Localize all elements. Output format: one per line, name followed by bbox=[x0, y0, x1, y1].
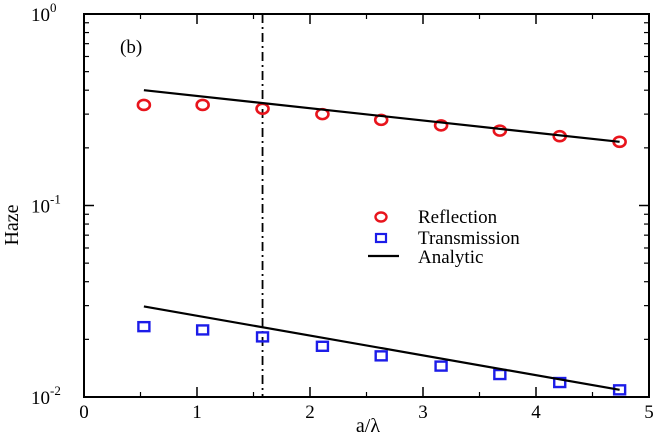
transmission-point bbox=[553, 376, 567, 389]
x-tick-label: 0 bbox=[79, 402, 89, 423]
reflection-point bbox=[492, 124, 508, 137]
transmission-point bbox=[137, 320, 151, 333]
x-tick-label: 5 bbox=[644, 402, 654, 423]
panel-label: (b) bbox=[120, 37, 142, 58]
reflection-point bbox=[195, 98, 210, 112]
legend-transmission-marker bbox=[374, 232, 388, 244]
analytic-line bbox=[143, 305, 620, 391]
y-tick-label: 10-2 bbox=[31, 383, 61, 409]
transmission-point bbox=[374, 350, 388, 362]
transmission-point bbox=[315, 340, 330, 352]
transmission-point bbox=[195, 324, 210, 336]
transmission-point bbox=[493, 368, 507, 381]
legend-label: Analytic bbox=[418, 247, 483, 268]
legend-label: Transmission bbox=[418, 228, 520, 249]
reflection-point bbox=[136, 98, 152, 112]
x-tick-label: 2 bbox=[305, 402, 315, 423]
x-tick-label: 4 bbox=[531, 402, 541, 423]
y-tick-label: 10-1 bbox=[31, 192, 61, 218]
reflection-point bbox=[433, 119, 449, 132]
plot-frame bbox=[83, 13, 650, 398]
y-tick-label: 100 bbox=[31, 0, 57, 26]
legend-label: Reflection bbox=[418, 207, 498, 228]
transmission-point bbox=[434, 360, 448, 372]
x-tick-label: 1 bbox=[192, 402, 202, 423]
transmission-point bbox=[255, 331, 270, 343]
x-tick-label: 3 bbox=[418, 402, 428, 423]
x-axis-label: a/λ bbox=[356, 415, 380, 436]
analytic-line bbox=[143, 89, 620, 143]
y-axis-label: Haze bbox=[1, 204, 23, 245]
legend-reflection-marker bbox=[374, 211, 388, 223]
